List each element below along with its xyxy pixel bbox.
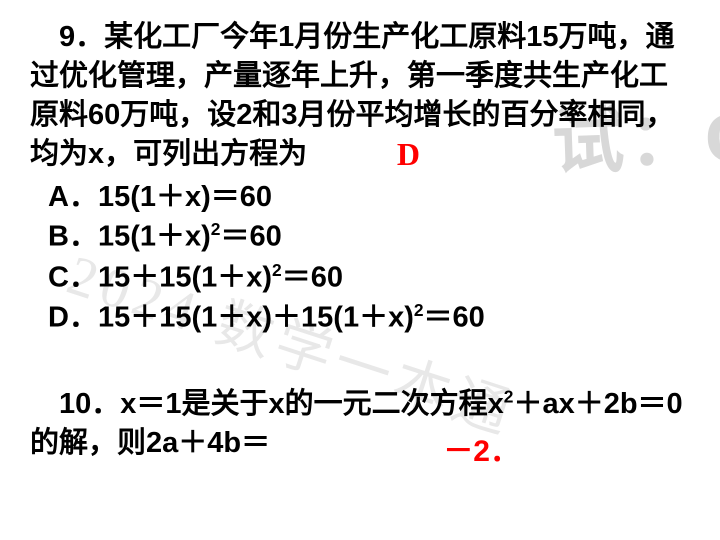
question-9-prefix: 9．: [30, 21, 104, 53]
page-content: 9．某化工厂今年1月份生产化工原料15万吨，通过优化管理，产量逐年上升，第一季度…: [0, 0, 720, 474]
option-c-pre: C．15＋15(1＋x): [48, 261, 272, 293]
question-10-prefix: 10．: [30, 388, 120, 420]
option-b-sup: 2: [211, 219, 221, 239]
question-10-sup: 2: [504, 387, 514, 407]
option-c-sup: 2: [272, 260, 282, 280]
question-9: 9．某化工厂今年1月份生产化工原料15万吨，通过优化管理，产量逐年上升，第一季度…: [30, 18, 690, 175]
option-b-post: ＝60: [220, 221, 281, 253]
option-c: C．15＋15(1＋x)2＝60: [48, 259, 690, 297]
question-10-answer: －2．: [443, 426, 520, 470]
option-d-pre: D．15＋15(1＋x)＋15(1＋x): [48, 302, 414, 334]
question-10: 10．x＝1是关于x的一元二次方程x2＋ax＋2b＝0的解，则2a＋4b＝: [30, 385, 690, 463]
option-d-sup: 2: [414, 300, 424, 320]
question-10-block: 10．x＝1是关于x的一元二次方程x2＋ax＋2b＝0的解，则2a＋4b＝ －2…: [30, 385, 690, 463]
option-d-post: ＝60: [424, 302, 485, 334]
option-a-text: A．15(1＋x)＝60: [48, 181, 272, 213]
option-d: D．15＋15(1＋x)＋15(1＋x)2＝60: [48, 299, 690, 337]
question-9-answer: D: [397, 133, 420, 176]
option-b: B．15(1＋x)2＝60: [48, 218, 690, 256]
option-c-post: ＝60: [282, 261, 343, 293]
option-a: A．15(1＋x)＝60: [48, 179, 690, 217]
question-9-body: 某化工厂今年1月份生产化工原料15万吨，通过优化管理，产量逐年上升，第一季度共生…: [30, 21, 675, 170]
option-b-pre: B．15(1＋x): [48, 221, 211, 253]
question-10-pre: x＝1是关于x的一元二次方程x: [120, 388, 504, 420]
question-9-options: A．15(1＋x)＝60 B．15(1＋x)2＝60 C．15＋15(1＋x)2…: [30, 179, 690, 338]
